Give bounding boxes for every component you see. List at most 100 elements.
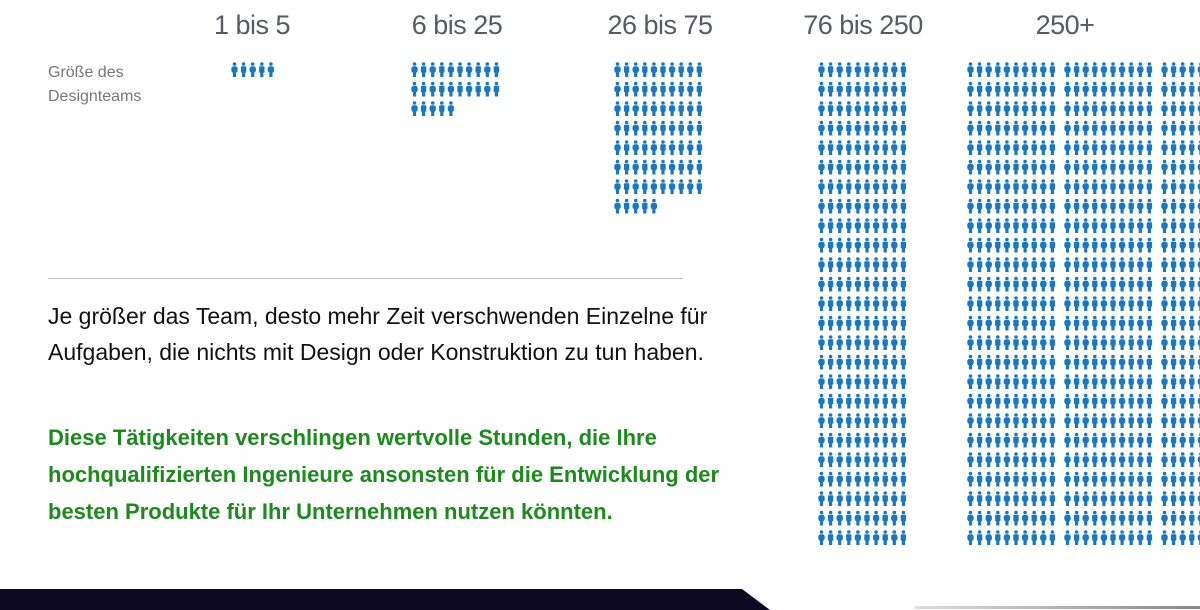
person-icon [882,276,888,292]
person-icon [976,257,983,272]
person-icon [1064,471,1071,487]
person-icon [1040,530,1047,545]
person-icon [1128,452,1134,467]
person-icon [836,452,843,467]
person-icon [429,62,436,77]
person-icon [1049,237,1056,253]
person-icon [1179,140,1186,155]
person-icon [632,101,639,116]
person-icon [1031,159,1037,175]
person-icon [854,101,862,116]
person-icon [1170,198,1177,214]
person-icon [1073,393,1080,409]
person-icon [818,335,825,350]
person-icon [1031,393,1037,409]
person-icon [836,354,843,370]
person-icon [687,159,694,175]
person-icon [872,81,880,97]
person-icon [1031,432,1037,448]
person-icon [976,354,983,370]
person-icon [411,81,418,97]
person-icon [1092,354,1098,370]
person-icon [818,432,825,448]
person-icon [967,257,974,272]
person-icon [1128,530,1134,545]
person-icon [864,101,870,116]
person-icon [1064,198,1071,214]
person-icon [1021,218,1029,233]
person-icon [1003,179,1011,194]
person-icon [1031,62,1037,77]
person-icon [1100,393,1108,409]
person-icon [411,101,418,116]
person-icon [696,62,703,77]
person-icon [846,62,852,77]
person-icon [1064,296,1071,311]
person-icon [882,510,888,526]
person-icon [967,296,974,311]
person-icon [1118,257,1126,272]
person-icon [1092,432,1098,448]
person-icon [1128,335,1134,350]
person-icon [1082,198,1089,214]
person-icon [1049,140,1056,155]
person-icon [1146,413,1153,428]
person-icon [1128,257,1134,272]
person-icon [900,179,907,194]
person-icon [864,452,870,467]
person-icon [493,62,500,77]
person-icon [1137,179,1144,194]
person-icon [1064,530,1071,545]
person-icon [882,315,888,331]
person-icon [864,393,870,409]
person-icon [846,452,852,467]
person-icon [846,276,852,292]
person-icon [1064,179,1071,194]
person-icon [1092,510,1098,526]
person-icon [1137,120,1144,136]
person-icon [1170,530,1177,545]
person-icon [1049,315,1056,331]
person-icon [1003,120,1011,136]
person-icon [1189,315,1195,331]
person-icon [818,179,825,194]
person-icon [678,140,684,155]
person-icon [976,81,983,97]
person-icon [642,81,648,97]
person-icon [854,81,862,97]
person-icon [891,296,898,311]
person-icon [1031,491,1037,506]
person-icon [900,510,907,526]
person-icon [967,530,974,545]
person-icon [632,81,639,97]
person-icon [985,257,992,272]
person-icon [1064,81,1071,97]
person-icon [1049,413,1056,428]
person-icon [1082,159,1089,175]
person-icon [995,179,1001,194]
person-icon [827,296,834,311]
person-icon [827,237,834,253]
person-icon [976,120,983,136]
person-icon [420,101,427,116]
person-icon [1110,257,1116,272]
person-icon [678,120,684,136]
person-icon [1073,218,1080,233]
person-icon [900,530,907,545]
person-icon [836,140,843,155]
person-icon [846,218,852,233]
person-icon [854,393,862,409]
person-icon [891,432,898,448]
person-icon [872,120,880,136]
person-icon [1082,257,1089,272]
category-label-250-plus: 250+ [1035,10,1095,40]
person-icon [872,218,880,233]
person-icon [967,315,974,331]
person-icon [1110,452,1116,467]
person-icon [900,218,907,233]
person-icon [1082,335,1089,350]
person-icon [1170,81,1177,97]
person-icon [854,335,862,350]
person-icon [827,315,834,331]
person-icon [985,81,992,97]
